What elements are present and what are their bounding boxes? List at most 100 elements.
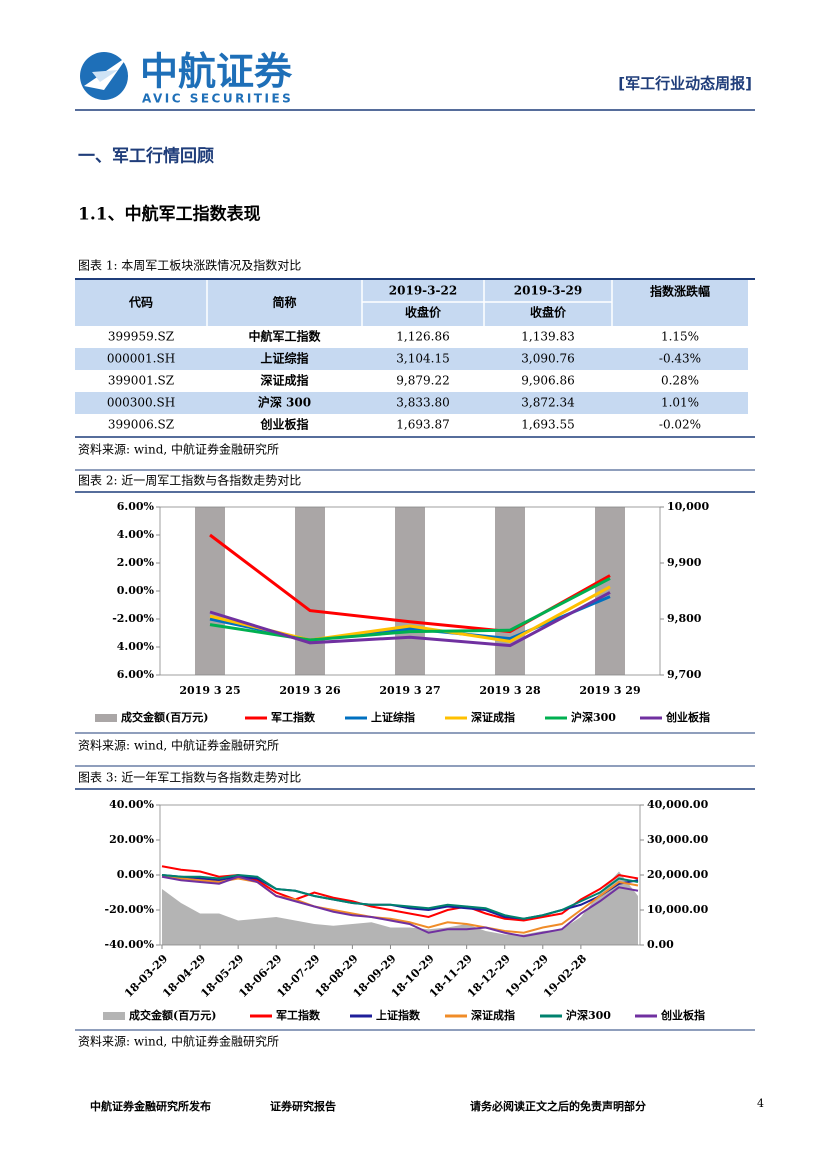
bar bbox=[495, 507, 525, 675]
table-cell: 0.28% bbox=[661, 374, 699, 388]
x-tick-label: 2019 3 25 bbox=[179, 684, 240, 697]
table-cell: 1,693.55 bbox=[521, 418, 574, 432]
legend-swatch bbox=[95, 714, 117, 722]
table-cell: 1,139.83 bbox=[521, 330, 574, 344]
area bbox=[162, 871, 638, 945]
table-header-bg bbox=[75, 280, 748, 326]
figure-caption: 图表 2: 近一周军工指数与各指数走势对比 bbox=[78, 473, 301, 488]
y2-tick-label: 40,000.00 bbox=[647, 798, 709, 811]
line bbox=[161, 875, 639, 938]
table-cell: 中航军工指数 bbox=[248, 329, 321, 344]
y-tick-label: -40.00% bbox=[105, 938, 155, 951]
legend-label: 创业板指 bbox=[665, 710, 710, 724]
table: 代码 简称 指数涨跌幅 2019-3-22 收盘价 2019-3-29 收盘价 399959.… bbox=[75, 278, 755, 438]
line bbox=[161, 874, 639, 934]
table-cell: 3,104.15 bbox=[396, 352, 449, 366]
table-cell: 9,879.22 bbox=[396, 374, 449, 388]
line bbox=[209, 591, 611, 648]
table-cell: 深证成指 bbox=[260, 373, 308, 388]
footer-publisher: 中航证券金融研究所发布 bbox=[90, 1099, 211, 1113]
y2-tick-label: 9,700 bbox=[667, 668, 702, 681]
table-cell: 沪深 300 bbox=[258, 395, 311, 410]
brand-en: AVIC SECURITIES bbox=[142, 92, 293, 106]
x-tick-label: 2019 3 29 bbox=[579, 684, 640, 697]
legend-label: 上证综指 bbox=[371, 710, 415, 724]
table-cell: 1.15% bbox=[661, 330, 699, 344]
legend-label: 深证成指 bbox=[471, 710, 515, 724]
y2-tick-label: 10,000 bbox=[667, 500, 709, 513]
table-row-bg bbox=[75, 392, 748, 414]
y-tick-label: 4.00% bbox=[117, 528, 155, 541]
table-cell: 创业板指 bbox=[259, 417, 308, 432]
line bbox=[209, 577, 611, 642]
y2-tick-label: 0.00 bbox=[647, 938, 674, 951]
y-tick-label: 0.00% bbox=[117, 868, 155, 881]
footer-disclaimer: 请务必阅读正文之后的免责声明部分 bbox=[470, 1099, 646, 1113]
legend-label: 沪深300 bbox=[566, 1008, 611, 1022]
table-cell: 3,090.76 bbox=[521, 352, 574, 366]
table-header: 2019-3-29 bbox=[514, 284, 582, 298]
table-cell: -0.02% bbox=[659, 418, 701, 432]
table-cell: 000300.SH bbox=[107, 396, 175, 410]
legend-label: 成交金额(百万元) bbox=[121, 710, 208, 724]
legend-label: 沪深300 bbox=[571, 710, 616, 724]
y2-tick-label: 30,000.00 bbox=[647, 833, 709, 846]
legend-swatch bbox=[103, 1012, 125, 1020]
y-tick-label: -20.00% bbox=[105, 903, 155, 916]
y-tick-label: 6.00% bbox=[117, 500, 155, 513]
table-cell: 1.01% bbox=[661, 396, 699, 410]
y-tick-label: 0.00% bbox=[117, 584, 155, 597]
footer-doc-type: 证券研究报告 bbox=[270, 1099, 336, 1113]
table-header: 2019-3-22 bbox=[389, 284, 457, 298]
table-header: 代码 bbox=[128, 295, 153, 310]
y-tick-label: 6.00% bbox=[117, 668, 155, 681]
x-tick-label: 2019 3 28 bbox=[479, 684, 541, 697]
legend-label: 深证成指 bbox=[471, 1008, 515, 1022]
page-number: 4 bbox=[757, 1097, 764, 1110]
x-tick-label: 2019 3 27 bbox=[379, 684, 440, 697]
table-cell: 1,126.86 bbox=[396, 330, 449, 344]
x-tick-label: 2019 3 26 bbox=[279, 684, 341, 697]
legend-label: 成交金额(百万元) bbox=[129, 1008, 216, 1022]
y-tick-label: 2.00% bbox=[117, 556, 155, 569]
y2-tick-label: 9,900 bbox=[667, 556, 702, 569]
subsection-heading: 1.1、中航军工指数表现 bbox=[78, 204, 261, 225]
y2-tick-label: 9,800 bbox=[667, 612, 702, 625]
legend-label: 军工指数 bbox=[271, 710, 316, 724]
report-type: [军工行业动态周报] bbox=[618, 75, 752, 93]
bar bbox=[395, 507, 425, 675]
table-cell: 399006.SZ bbox=[108, 418, 174, 432]
line bbox=[161, 873, 639, 920]
table-cell: 399001.SZ bbox=[108, 374, 174, 388]
table-cell: 000001.SH bbox=[107, 352, 175, 366]
table-cell: 3,872.34 bbox=[521, 396, 575, 410]
table-cell: 3,833.80 bbox=[396, 396, 449, 410]
legend-label: 军工指数 bbox=[276, 1008, 321, 1022]
brand: 中航证券 bbox=[140, 50, 293, 94]
section-heading: 一、军工行情回顾 bbox=[78, 146, 214, 167]
figure-source: 资料来源: wind, 中航证券金融研究所 bbox=[78, 738, 279, 753]
y2-tick-label: 10,000.00 bbox=[647, 903, 709, 916]
y-tick-label: 4.00% bbox=[117, 640, 155, 653]
y2-tick-label: 20,000.00 bbox=[647, 868, 709, 881]
table-header: 指数涨跌幅 bbox=[650, 284, 710, 299]
figure-caption: 图表 1: 本周军工板块涨跌情况及指数对比 bbox=[78, 258, 301, 273]
table-header: 简称 bbox=[272, 295, 296, 310]
table-cell: 399959.SZ bbox=[108, 330, 174, 344]
y-tick-label: 40.00% bbox=[109, 798, 154, 811]
table-cell: -0.43% bbox=[659, 352, 701, 366]
y-tick-label: 20.00% bbox=[109, 833, 154, 846]
legend-label: 上证指数 bbox=[376, 1008, 421, 1022]
table-cell: 9,906.86 bbox=[521, 374, 574, 388]
table-subheader: 收盘价 bbox=[405, 305, 442, 320]
table-cell: 1,693.87 bbox=[396, 418, 449, 432]
line bbox=[161, 865, 639, 922]
figure-caption: 图表 3: 近一年军工指数与各指数走势对比 bbox=[78, 770, 301, 785]
figure-source: 资料来源: wind, 中航证券金融研究所 bbox=[78, 1034, 279, 1049]
bar bbox=[295, 507, 325, 675]
logo bbox=[80, 52, 128, 100]
table-cell: 上证综指 bbox=[260, 351, 308, 366]
legend-label: 创业板指 bbox=[660, 1008, 705, 1022]
